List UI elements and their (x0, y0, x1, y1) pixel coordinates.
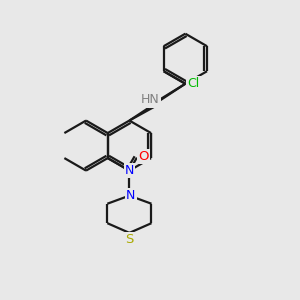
Text: HN: HN (140, 94, 159, 107)
Text: O: O (138, 150, 148, 163)
Text: S: S (125, 233, 134, 246)
Text: N: N (125, 164, 134, 177)
Text: Cl: Cl (188, 77, 200, 90)
Text: N: N (126, 189, 136, 202)
Text: HN: HN (141, 93, 160, 106)
